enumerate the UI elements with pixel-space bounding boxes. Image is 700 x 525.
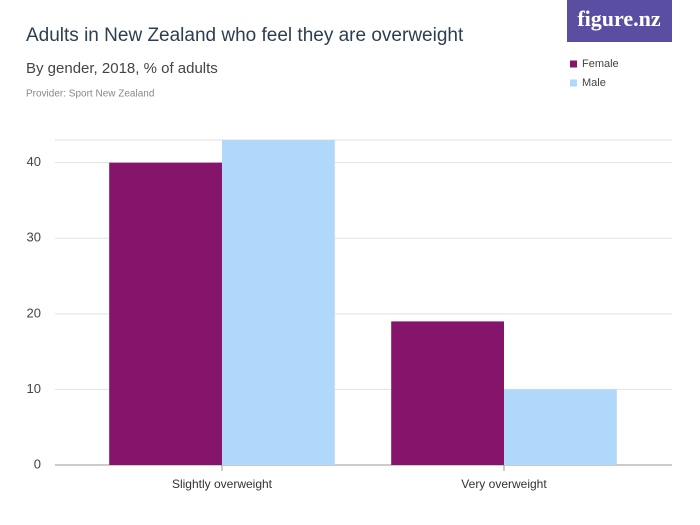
bar [222, 140, 335, 465]
x-tick-label: Slightly overweight [172, 477, 273, 491]
bar [391, 321, 504, 465]
x-tick-label: Very overweight [461, 477, 547, 491]
provider: Provider: Sport New Zealand [26, 89, 154, 100]
legend-label: Female [582, 58, 619, 70]
legend-swatch [570, 79, 577, 87]
legend-label: Male [582, 77, 606, 89]
bar [109, 162, 222, 465]
logo[interactable]: figure.nz [577, 6, 661, 31]
logo-box [567, 0, 672, 42]
y-tick-label: 0 [34, 456, 41, 471]
y-tick-label: 40 [27, 154, 41, 169]
chart-subtitle: By gender, 2018, % of adults [26, 60, 218, 77]
bar [504, 389, 617, 465]
chart-title: Adults in New Zealand who feel they are … [26, 25, 464, 46]
y-tick-label: 20 [27, 305, 41, 320]
y-tick-label: 30 [27, 230, 41, 245]
y-tick-label: 10 [27, 381, 41, 396]
legend-swatch [570, 60, 577, 68]
